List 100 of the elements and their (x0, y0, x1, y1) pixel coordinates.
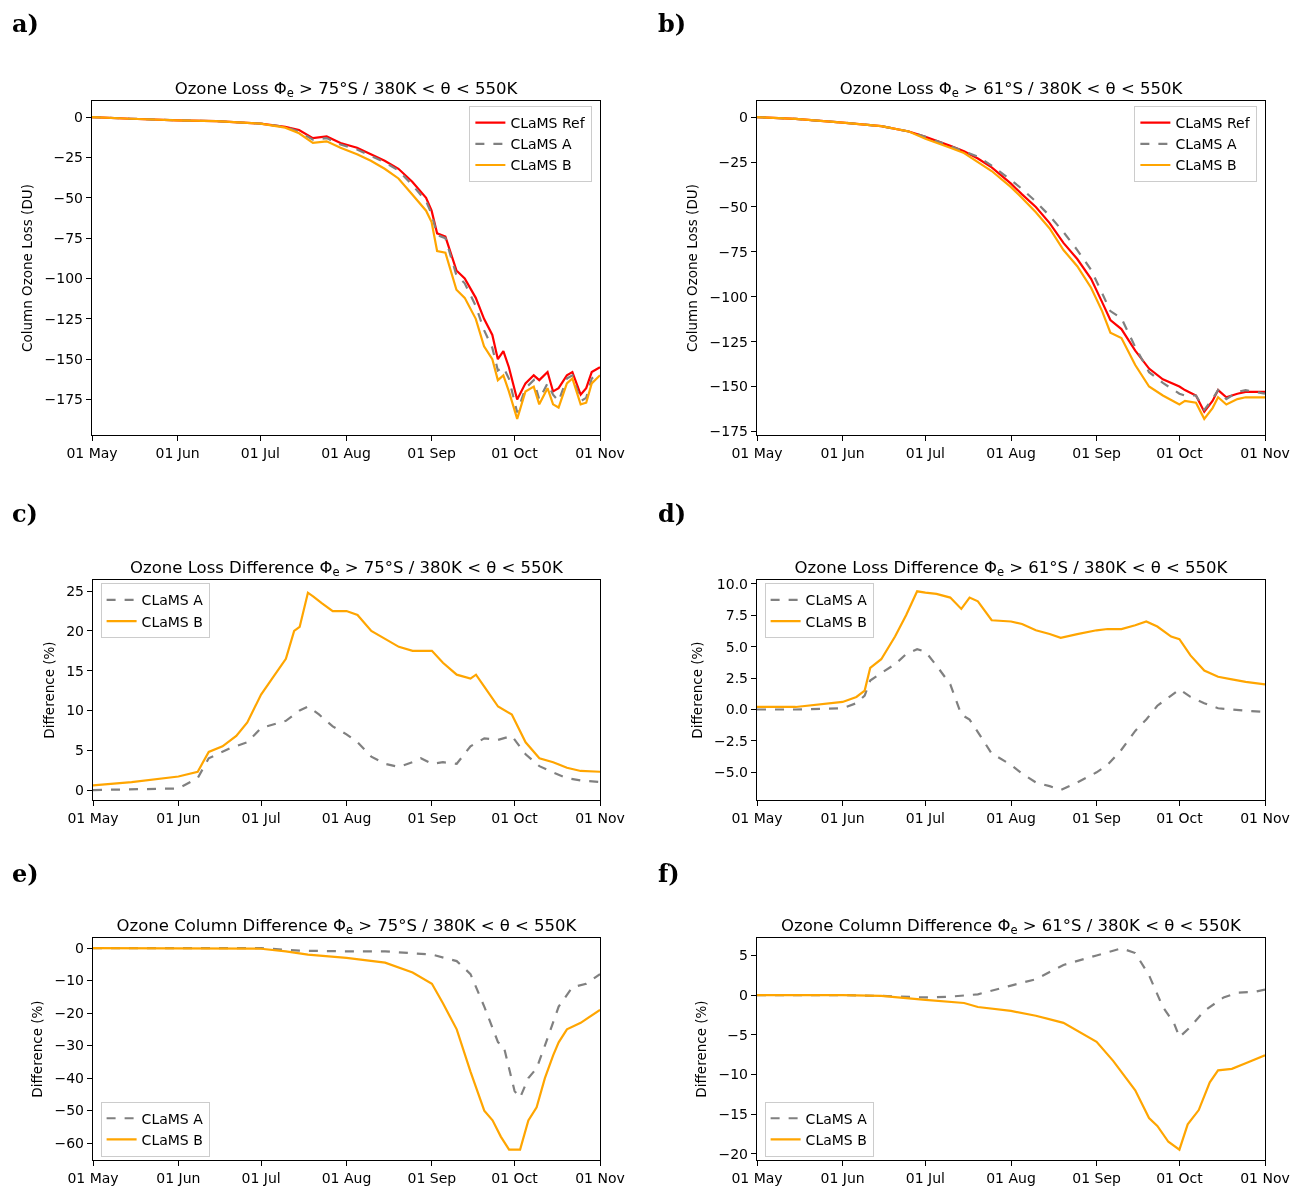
x-tick-label: 01 Oct (1156, 445, 1204, 461)
x-tick-label: 01 Nov (1240, 810, 1290, 826)
x-tick-label: 01 Aug (321, 1170, 372, 1186)
y-tick-label: −150 (44, 351, 83, 368)
x-tick-label: 01 Aug (321, 445, 371, 461)
y-axis-title: Difference (%) (41, 641, 58, 739)
text: d) (658, 499, 687, 528)
legend-label: CLaMS B (1175, 157, 1237, 174)
y-tick-label: 10.0 (716, 575, 748, 592)
y-tick-label: −25 (53, 149, 83, 166)
y-tick-label: 0 (739, 109, 748, 126)
y-tick-label: 10 (66, 702, 84, 719)
line-series (93, 591, 600, 787)
x-tick-label: 01 May (731, 1170, 783, 1186)
x-tick-label: 01 Nov (575, 1170, 625, 1186)
legend-label: CLaMS B (805, 613, 867, 630)
y-tick-label: −75 (718, 243, 748, 260)
y-tick-label: −60 (54, 1135, 84, 1151)
line-series (93, 946, 600, 1151)
y-tick-label: −50 (54, 1102, 84, 1119)
x-tick-label: 01 Jul (240, 445, 280, 461)
y-tick-label: 20 (66, 622, 84, 639)
x-tick-label: 01 Aug (986, 1170, 1036, 1186)
x-tick-label: 01 Jul (905, 445, 945, 461)
x-tick-label: 01 Sep (1072, 1170, 1122, 1186)
y-tick-label: 0 (75, 781, 84, 798)
line-series (93, 705, 600, 792)
legend-label: CLaMS Ref (1175, 115, 1251, 132)
y-tick-label: −5 (727, 1026, 748, 1043)
y-tick-label: 2.5 (725, 669, 748, 686)
y-tick-label: 0.0 (725, 701, 748, 718)
y-axis-title: Difference (%) (688, 641, 705, 739)
legend-label: CLaMS B (510, 157, 572, 174)
y-axis-title: Column Ozone Loss (DU) (19, 184, 36, 352)
y-tick-label: 5 (739, 947, 748, 964)
x-tick-label: 01 Oct (491, 810, 539, 826)
y-axis-title: Difference (%) (693, 1000, 710, 1098)
x-tick-label: 01 Nov (575, 445, 625, 461)
x-tick-label: 01 May (66, 445, 118, 461)
legend-label: CLaMS Ref (510, 115, 586, 132)
x-tick-label: 01 Oct (1156, 810, 1204, 826)
x-tick-label: 01 Sep (407, 445, 457, 461)
y-tick-label: −150 (709, 378, 748, 395)
text: a) (12, 9, 39, 38)
y-axis-title: Difference (%) (29, 1000, 46, 1098)
y-tick-label: −10 (54, 972, 84, 989)
y-tick-label: 5.0 (725, 638, 748, 655)
chart-title: Ozone Loss Φ$_{e}$ > 75°S / 380K < θ < 550K (174, 79, 519, 101)
x-tick-label: 01 Nov (1240, 1170, 1290, 1186)
x-tick-label: 01 Jul (241, 1170, 281, 1186)
legend-label: CLaMS B (141, 613, 203, 630)
y-tick-label: −2.5 (714, 732, 748, 749)
x-tick-label: 01 Jul (905, 1170, 945, 1186)
x-tick-label: 01 Oct (491, 1170, 539, 1186)
x-tick-label: 01 Oct (491, 445, 539, 461)
x-tick-label: 01 Sep (407, 1170, 457, 1186)
y-tick-label: 0 (739, 986, 748, 1003)
x-tick-label: 01 Jun (155, 445, 200, 461)
x-tick-label: 01 Jun (156, 1170, 201, 1186)
x-tick-label: 01 May (67, 1170, 119, 1186)
legend-label: CLaMS B (805, 1131, 867, 1148)
x-tick-label: 01 Sep (1072, 810, 1122, 826)
x-tick-label: 01 May (731, 445, 783, 461)
text: e) (12, 859, 39, 888)
y-tick-label: −50 (53, 189, 83, 206)
x-tick-label: 01 Sep (407, 810, 457, 826)
x-tick-label: 01 May (67, 810, 119, 826)
y-tick-label: 0 (75, 939, 84, 956)
legend-label: CLaMS A (141, 1110, 204, 1127)
y-tick-label: −20 (718, 1145, 748, 1162)
y-tick-label: −175 (44, 391, 83, 408)
x-tick-label: 01 May (731, 810, 783, 826)
x-tick-label: 01 Jul (905, 810, 945, 826)
y-tick-label: −10 (718, 1066, 748, 1083)
y-tick-label: −5.0 (714, 764, 748, 781)
chart-title: Ozone Column Difference Φ$_{e}$ > 61°S / 380K < θ < 550K (781, 916, 1243, 938)
y-tick-label: −100 (44, 270, 83, 287)
x-tick-label: 01 Jul (241, 810, 281, 826)
chart-title: Ozone Column Difference Φ$_{e}$ > 75°S / 380K < θ < 550K (116, 916, 578, 938)
chart-title: Ozone Loss Φ$_{e}$ > 61°S / 380K < θ < 550K (839, 79, 1184, 101)
y-tick-label: 7.5 (725, 607, 748, 624)
legend-label: CLaMS A (1175, 136, 1237, 153)
x-tick-label: 01 Jun (820, 445, 865, 461)
legend-label: CLaMS B (141, 1131, 203, 1148)
y-tick-label: −50 (718, 198, 748, 215)
legend-label: CLaMS A (141, 592, 204, 609)
x-tick-label: 01 Aug (986, 445, 1036, 461)
y-tick-label: −100 (709, 288, 748, 305)
x-tick-label: 01 Sep (1072, 445, 1122, 461)
y-tick-label: −125 (44, 310, 83, 327)
y-axis-title: Column Ozone Loss (DU) (684, 184, 701, 352)
x-tick-label: 01 Nov (575, 810, 625, 826)
y-tick-label: −15 (718, 1105, 748, 1122)
x-tick-label: 01 Jun (156, 810, 201, 826)
chart-title: Ozone Loss Difference Φ$_{e}$ > 61°S / 380K < θ < 550K (794, 558, 1229, 580)
y-tick-label: 5 (75, 742, 84, 759)
y-tick-label: −75 (53, 230, 83, 247)
x-tick-label: 01 Jun (820, 810, 865, 826)
x-tick-label: 01 Aug (986, 810, 1036, 826)
text: b) (658, 9, 687, 38)
